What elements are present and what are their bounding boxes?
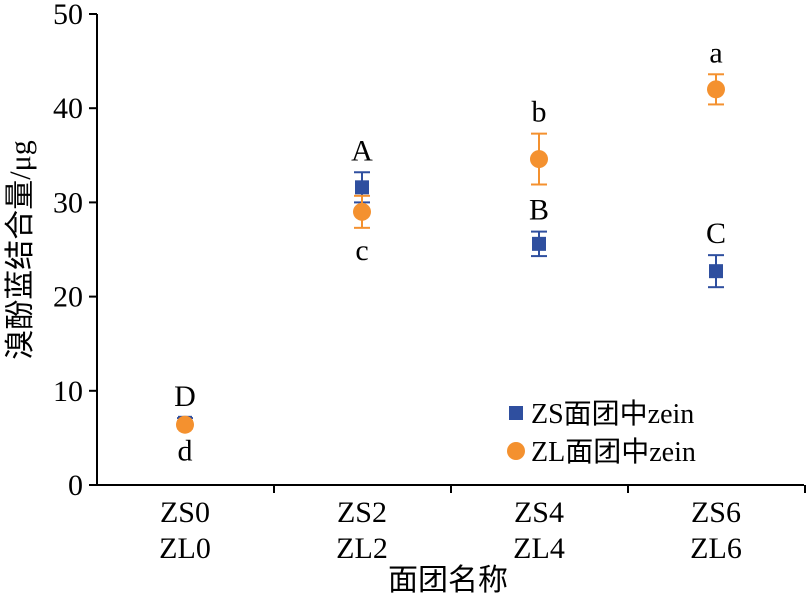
y-axis-label: 溴酚蓝结合量/μg (4, 140, 37, 359)
significance-label: a (709, 36, 722, 69)
legend-label: ZS面团中zein (531, 398, 694, 430)
x-tick-label: ZS4 (514, 496, 564, 529)
y-tick-label: 10 (53, 375, 83, 408)
axes (96, 14, 804, 486)
x-tick-label: ZL4 (513, 532, 565, 565)
legend-marker-circle (507, 442, 525, 460)
x-axis-label: 面团名称 (388, 564, 508, 597)
legend-marker-square (509, 406, 523, 420)
significance-label: B (529, 194, 549, 227)
x-tick-label: ZS2 (337, 496, 387, 529)
x-tick-label: ZL6 (690, 532, 742, 565)
x-tick-label: ZL2 (336, 532, 388, 565)
y-axis-ticks: 0 10 20 30 40 50 (53, 0, 97, 502)
significance-label: b (532, 96, 547, 129)
significance-label: D (174, 380, 196, 413)
data-point-square (532, 236, 546, 251)
significance-label: d (178, 434, 193, 467)
data-point-circle (707, 80, 725, 99)
y-tick-label: 50 (53, 0, 83, 31)
y-tick-label: 40 (53, 92, 83, 125)
significance-label: C (706, 217, 726, 250)
significance-label: A (351, 134, 373, 167)
x-tick-label: ZL0 (159, 532, 211, 565)
legend: ZS面团中zein ZL面团中zein (507, 398, 696, 468)
y-tick-label: 30 (53, 186, 83, 219)
x-tick-label: ZS6 (691, 496, 741, 529)
data-point-square (709, 264, 723, 279)
data-marks: D A B Cd c b a (174, 36, 726, 467)
data-point-square (355, 180, 369, 195)
y-tick-label: 0 (68, 469, 83, 502)
data-point-circle (176, 415, 194, 434)
data-point-circle (530, 150, 548, 169)
data-point-circle (353, 202, 371, 221)
y-tick-label: 20 (53, 281, 83, 314)
legend-label: ZL面团中zein (531, 436, 696, 468)
significance-label: c (355, 234, 368, 267)
x-tick-label: ZS0 (160, 496, 210, 529)
